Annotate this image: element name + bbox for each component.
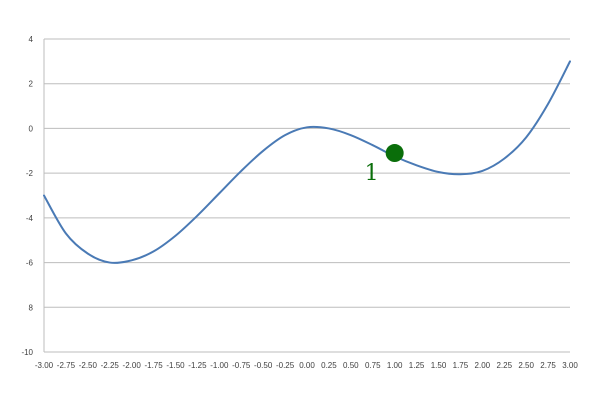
y-tick-label: -4	[26, 214, 34, 223]
y-tick-label: 2	[29, 80, 34, 89]
x-tick-label: -1.00	[210, 361, 229, 370]
x-tick-label: -2.25	[101, 361, 120, 370]
x-tick-label: 0.50	[343, 361, 359, 370]
x-tick-label: 1.50	[431, 361, 447, 370]
y-tick-label: -6	[26, 259, 34, 268]
grid	[43, 38, 570, 353]
x-tick-label: -3.00	[35, 361, 54, 370]
y-tick-label: 4	[29, 35, 34, 44]
x-tick-label: 2.00	[475, 361, 491, 370]
series-line-0	[43, 60, 571, 264]
y-tick-label: -2	[26, 169, 34, 178]
x-tick-label: -2.75	[57, 361, 76, 370]
annotation-layer: 1	[365, 144, 404, 186]
x-tick-label: 3.00	[562, 361, 578, 370]
x-tick-label: -2.00	[123, 361, 142, 370]
x-tick-label: 1.00	[387, 361, 403, 370]
y-axis-tick-labels: 4 2 0 -2 -4 -6 8 -10	[21, 35, 33, 357]
x-tick-label: -1.50	[166, 361, 185, 370]
x-tick-label: 0.25	[321, 361, 337, 370]
y-tick-label: 0	[29, 124, 34, 133]
x-tick-label: 0.00	[299, 361, 315, 370]
x-tick-label: 2.75	[540, 361, 556, 370]
x-tick-label: 0.75	[365, 361, 381, 370]
x-tick-label: 1.75	[453, 361, 469, 370]
x-tick-label: -0.25	[276, 361, 295, 370]
annotation-marker	[385, 144, 404, 163]
x-tick-label: 1.25	[409, 361, 425, 370]
x-tick-label: -0.50	[254, 361, 273, 370]
y-tick-label: 8	[29, 303, 34, 312]
y-tick-label: -10	[21, 348, 33, 357]
x-tick-label: 2.50	[518, 361, 534, 370]
x-tick-label: -1.75	[144, 361, 163, 370]
annotation-label: 1	[365, 161, 379, 186]
x-tick-label: -0.75	[232, 361, 251, 370]
x-axis-tick-labels: -3.00 -2.75 -2.50 -2.25 -2.00 -1.75 -1.50 -1.25…	[35, 361, 578, 370]
x-tick-label: 2.25	[496, 361, 512, 370]
series-layer	[43, 60, 571, 264]
x-tick-label: -2.50	[79, 361, 98, 370]
x-tick-label: -1.25	[188, 361, 207, 370]
